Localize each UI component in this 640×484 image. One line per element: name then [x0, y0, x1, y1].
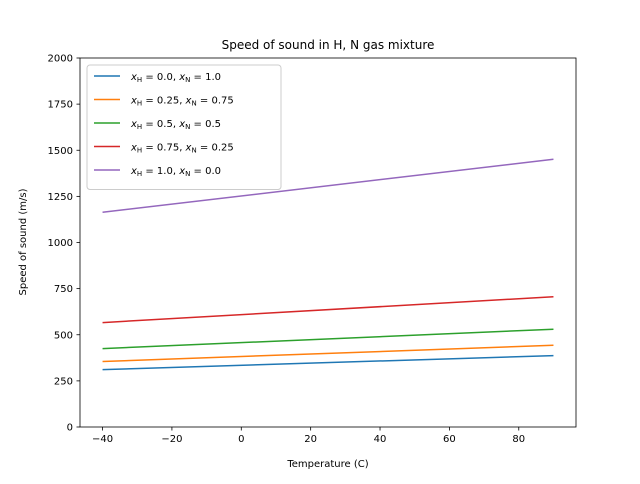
- x-tick-label: −20: [161, 434, 182, 445]
- series-line-4: [102, 295, 554, 324]
- x-tick-label: 20: [304, 434, 317, 445]
- series-line-5: [102, 158, 554, 213]
- legend-label: xH = 1.0, xN = 0.0: [130, 166, 221, 178]
- y-tick-label: 1000: [48, 238, 73, 249]
- y-tick-label: 0: [67, 423, 73, 434]
- y-tick-label: 500: [54, 330, 73, 341]
- y-tick-label: 1750: [48, 100, 73, 111]
- legend-label: xH = 0.25, xN = 0.75: [130, 96, 234, 108]
- y-tick-label: 1250: [48, 192, 73, 203]
- legend-label: xH = 0.5, xN = 0.5: [130, 119, 221, 131]
- series-line-3: [102, 328, 554, 350]
- x-axis-label: Temperature (C): [286, 459, 368, 470]
- axes: −40 −20 0 20 40 60 80 0 250 500 750 1000 1250 1500 175…: [48, 54, 577, 445]
- x-tick-label: 60: [443, 434, 456, 445]
- x-tick-label: 80: [512, 434, 525, 445]
- y-tick-label: 750: [54, 284, 73, 295]
- legend-label: xH = 0.75, xN = 0.25: [130, 143, 234, 155]
- plot-area: [102, 158, 554, 371]
- series-line-2: [102, 344, 554, 363]
- x-tick-label: 0: [238, 434, 244, 445]
- x-tick-label: 40: [374, 434, 387, 445]
- legend-box: [86, 64, 282, 190]
- y-tick-label: 250: [54, 376, 73, 387]
- x-tick-label: −40: [92, 434, 113, 445]
- y-axis-label: Speed of sound (m/s): [18, 188, 29, 295]
- chart-title: Speed of sound in H, N gas mixture: [222, 38, 435, 52]
- legend-label: xH = 0.0, xN = 1.0: [130, 72, 221, 84]
- series-line-1: [102, 354, 554, 371]
- legend: xH = 0.0, xN = 1.0 xH = 0.25, xN = 0.75 xH…: [86, 64, 282, 190]
- y-tick-label: 2000: [48, 54, 73, 65]
- y-tick-label: 1500: [48, 146, 73, 157]
